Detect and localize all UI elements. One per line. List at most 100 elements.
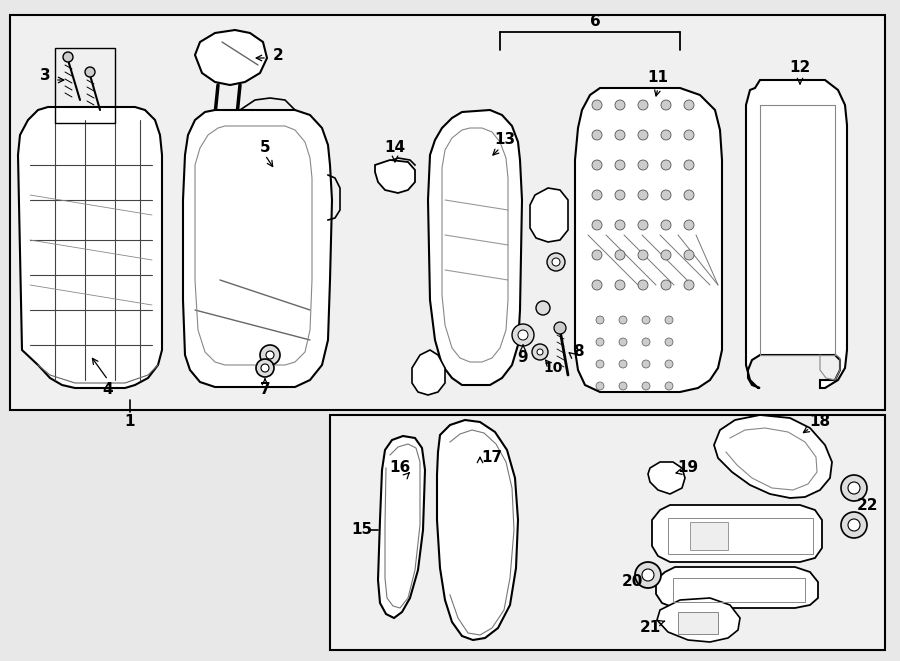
Circle shape xyxy=(661,280,671,290)
Circle shape xyxy=(661,160,671,170)
Circle shape xyxy=(592,280,602,290)
Text: 1: 1 xyxy=(125,414,135,430)
Circle shape xyxy=(638,280,648,290)
Polygon shape xyxy=(648,462,685,494)
Circle shape xyxy=(596,360,604,368)
Text: 6: 6 xyxy=(590,15,600,30)
Text: 12: 12 xyxy=(789,61,811,75)
Bar xyxy=(690,522,728,550)
Circle shape xyxy=(592,250,602,260)
Circle shape xyxy=(848,482,860,494)
Circle shape xyxy=(615,250,625,260)
Circle shape xyxy=(684,220,694,230)
Circle shape xyxy=(596,338,604,346)
Circle shape xyxy=(537,349,543,355)
Circle shape xyxy=(638,190,648,200)
Text: 21: 21 xyxy=(639,621,661,635)
Circle shape xyxy=(554,322,566,334)
Circle shape xyxy=(684,100,694,110)
Text: 17: 17 xyxy=(482,451,502,465)
Circle shape xyxy=(592,190,602,200)
Circle shape xyxy=(684,130,694,140)
Circle shape xyxy=(512,324,534,346)
Text: 19: 19 xyxy=(678,461,698,475)
Polygon shape xyxy=(656,567,818,608)
Text: 22: 22 xyxy=(857,498,878,512)
Circle shape xyxy=(665,382,673,390)
Polygon shape xyxy=(428,110,522,385)
Polygon shape xyxy=(412,350,445,395)
Circle shape xyxy=(592,220,602,230)
Circle shape xyxy=(661,250,671,260)
Circle shape xyxy=(684,160,694,170)
Circle shape xyxy=(592,130,602,140)
Circle shape xyxy=(260,345,280,365)
Bar xyxy=(330,415,885,650)
Circle shape xyxy=(638,130,648,140)
Circle shape xyxy=(619,382,627,390)
Polygon shape xyxy=(575,88,722,392)
Polygon shape xyxy=(195,30,267,85)
Bar xyxy=(55,48,115,123)
Circle shape xyxy=(665,338,673,346)
Text: 11: 11 xyxy=(647,71,669,85)
Circle shape xyxy=(642,360,650,368)
Bar xyxy=(678,612,718,634)
Circle shape xyxy=(661,130,671,140)
Bar xyxy=(10,15,885,410)
Circle shape xyxy=(841,512,867,538)
Polygon shape xyxy=(746,80,847,388)
Text: 15: 15 xyxy=(351,522,373,537)
Circle shape xyxy=(256,359,274,377)
Circle shape xyxy=(619,338,627,346)
Text: 10: 10 xyxy=(544,361,562,375)
Text: 18: 18 xyxy=(809,414,831,430)
Circle shape xyxy=(848,519,860,531)
Text: 3: 3 xyxy=(40,67,50,83)
Circle shape xyxy=(642,569,654,581)
Circle shape xyxy=(638,220,648,230)
Circle shape xyxy=(665,360,673,368)
Circle shape xyxy=(261,364,269,372)
Circle shape xyxy=(642,382,650,390)
Circle shape xyxy=(85,67,95,77)
Circle shape xyxy=(684,250,694,260)
Circle shape xyxy=(592,100,602,110)
Circle shape xyxy=(661,220,671,230)
Text: 9: 9 xyxy=(518,350,528,366)
Polygon shape xyxy=(714,415,832,498)
Circle shape xyxy=(638,160,648,170)
Polygon shape xyxy=(437,420,518,640)
Circle shape xyxy=(661,190,671,200)
Text: 16: 16 xyxy=(390,461,410,475)
Circle shape xyxy=(684,190,694,200)
Circle shape xyxy=(615,130,625,140)
Circle shape xyxy=(552,258,560,266)
Bar xyxy=(673,578,805,602)
Polygon shape xyxy=(183,110,332,387)
Circle shape xyxy=(615,220,625,230)
Circle shape xyxy=(615,280,625,290)
Circle shape xyxy=(547,253,565,271)
Circle shape xyxy=(619,316,627,324)
Circle shape xyxy=(642,316,650,324)
Text: 13: 13 xyxy=(494,132,516,147)
Circle shape xyxy=(592,160,602,170)
Circle shape xyxy=(615,190,625,200)
Text: 7: 7 xyxy=(260,383,270,397)
Circle shape xyxy=(63,52,73,62)
Circle shape xyxy=(596,382,604,390)
Circle shape xyxy=(266,351,274,359)
Text: 20: 20 xyxy=(621,574,643,590)
Circle shape xyxy=(638,250,648,260)
Polygon shape xyxy=(375,160,415,193)
Circle shape xyxy=(841,475,867,501)
Circle shape xyxy=(638,100,648,110)
Circle shape xyxy=(619,360,627,368)
Polygon shape xyxy=(652,505,822,562)
Circle shape xyxy=(532,344,548,360)
Text: 14: 14 xyxy=(384,141,406,155)
Text: 5: 5 xyxy=(260,141,270,155)
Polygon shape xyxy=(378,436,425,618)
Circle shape xyxy=(518,330,528,340)
